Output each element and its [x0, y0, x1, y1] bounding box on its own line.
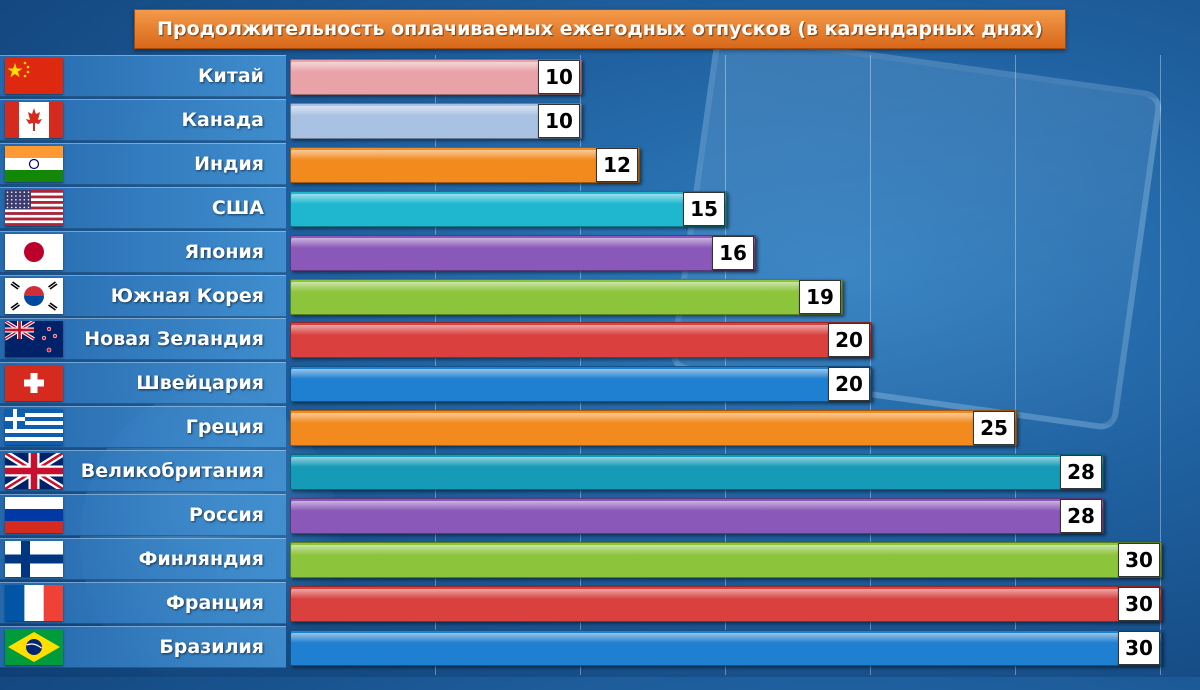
- russia-flag-icon: [5, 497, 63, 533]
- bar: [290, 278, 843, 315]
- category-row: США: [0, 186, 286, 229]
- new-zealand-flag-icon: [5, 321, 63, 358]
- bar: [290, 454, 1104, 491]
- bar: [290, 410, 1017, 447]
- category-label: Новая Зеландия: [84, 328, 264, 351]
- south-korea-flag-icon: [5, 277, 63, 314]
- india-flag-icon: [5, 145, 63, 182]
- category-row: Бразилия: [0, 625, 286, 668]
- brazil-flag-icon: [5, 628, 63, 665]
- china-flag-icon: [5, 58, 63, 94]
- france-flag-icon: [5, 584, 63, 621]
- gridline: [725, 55, 726, 675]
- data-label: 10: [538, 103, 580, 138]
- bar: [290, 366, 872, 403]
- data-label: 15: [683, 191, 725, 226]
- data-label: 19: [799, 279, 841, 314]
- data-label: 30: [1118, 586, 1160, 621]
- data-label: 10: [538, 60, 580, 94]
- plot-area: 10 10 12 15 16 19 20 20 25 28 28 30 30 30: [290, 55, 1190, 675]
- category-row: Франция: [0, 581, 286, 624]
- category-row: Япония: [0, 230, 286, 273]
- gridline: [435, 55, 436, 675]
- gridline: [870, 55, 871, 675]
- category-row: Швейцария: [0, 362, 286, 405]
- category-label: США: [211, 196, 264, 219]
- category-label: Финляндия: [138, 547, 264, 570]
- greece-flag-icon: [5, 409, 63, 446]
- finland-flag-icon: [5, 540, 63, 577]
- category-label: Греция: [185, 416, 264, 439]
- switzerland-flag-icon: [5, 365, 63, 402]
- data-label: 25: [973, 411, 1015, 446]
- category-label: Южная Корея: [110, 284, 264, 307]
- category-label: Индия: [194, 152, 264, 175]
- canada-flag-icon: [5, 101, 63, 138]
- bar: [290, 541, 1162, 578]
- category-row: Греция: [0, 406, 286, 449]
- category-label: Россия: [188, 504, 264, 526]
- bar: [290, 146, 640, 183]
- data-label: 30: [1118, 630, 1160, 665]
- gridline: [580, 55, 581, 675]
- bar: [290, 629, 1162, 666]
- category-label: Китай: [198, 65, 264, 87]
- category-label: Япония: [184, 240, 264, 263]
- usa-flag-icon: [5, 189, 63, 226]
- category-label: Канада: [181, 108, 264, 131]
- category-label: Швейцария: [136, 372, 264, 395]
- bar: [290, 234, 756, 271]
- data-label: 30: [1118, 542, 1160, 577]
- category-row: Южная Корея: [0, 274, 286, 317]
- bar: [290, 59, 582, 95]
- category-row: Канада: [0, 98, 286, 141]
- japan-flag-icon: [5, 233, 63, 270]
- category-row: Китай: [0, 55, 286, 97]
- data-label: 16: [712, 235, 754, 270]
- category-label: Великобритания: [80, 460, 264, 483]
- data-label: 28: [1060, 499, 1102, 533]
- category-row: Новая Зеландия: [0, 318, 286, 361]
- gridline: [1160, 55, 1161, 675]
- uk-flag-icon: [5, 453, 63, 490]
- bar: [290, 585, 1162, 622]
- bar: [290, 498, 1104, 534]
- data-label: 28: [1060, 455, 1102, 490]
- data-label: 12: [596, 147, 638, 182]
- bar: [290, 322, 872, 359]
- category-row: Россия: [0, 494, 286, 536]
- category-label: Бразилия: [159, 635, 264, 658]
- bar: [290, 102, 582, 139]
- data-label: 20: [828, 323, 870, 358]
- category-row: Великобритания: [0, 450, 286, 493]
- data-label: 20: [828, 367, 870, 402]
- category-row: Финляндия: [0, 537, 286, 580]
- bar: [290, 190, 727, 227]
- gridline: [1015, 55, 1016, 675]
- chart-title-bar: Продолжительность оплачиваемых ежегодных…: [134, 9, 1066, 49]
- chart-title: Продолжительность оплачиваемых ежегодных…: [157, 18, 1043, 40]
- category-row: Индия: [0, 142, 286, 185]
- category-label: Франция: [166, 591, 264, 614]
